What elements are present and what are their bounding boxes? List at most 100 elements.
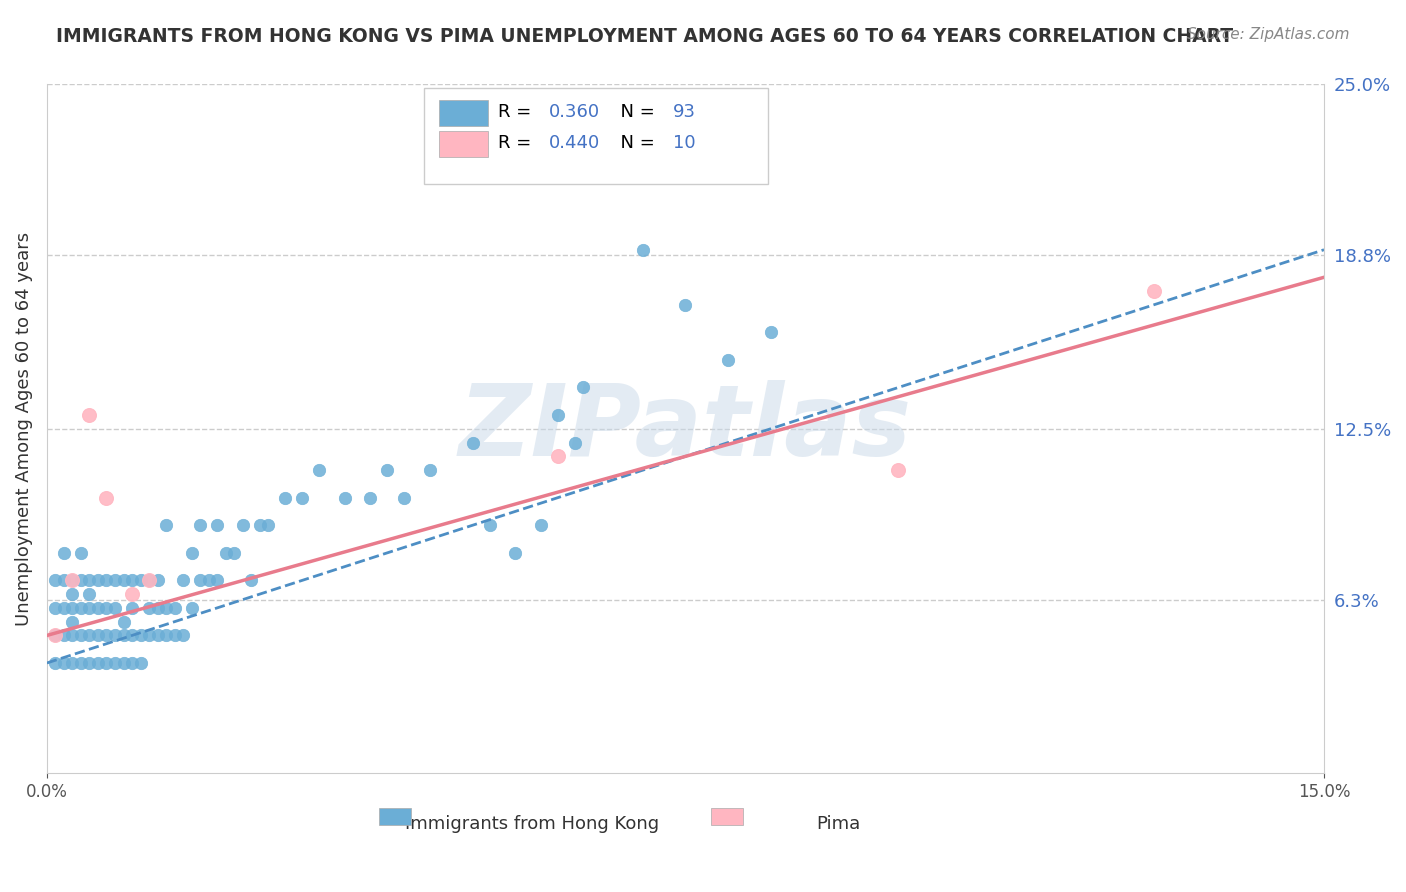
Point [44,628,66,642]
Point [146,574,169,588]
Text: ZIPatlas: ZIPatlas [458,380,912,477]
Point [70,656,93,670]
Point [146,628,169,642]
Point [759,326,782,340]
Point [394,491,416,505]
Point [274,491,297,505]
Point [291,491,314,505]
FancyBboxPatch shape [380,807,411,825]
Point [530,518,553,533]
Text: IMMIGRANTS FROM HONG KONG VS PIMA UNEMPLOYMENT AMONG AGES 60 TO 64 YEARS CORRELA: IMMIGRANTS FROM HONG KONG VS PIMA UNEMPL… [56,27,1233,45]
Point [44,628,66,642]
Point [1143,284,1166,298]
Point [44,600,66,615]
Point [224,546,246,560]
Point [62,615,84,629]
Text: 0.360: 0.360 [548,103,600,121]
Point [62,587,84,601]
Point [572,380,595,394]
Point [675,298,697,312]
Point [308,463,330,477]
Point [180,546,202,560]
Point [121,600,143,615]
Point [547,450,569,464]
FancyBboxPatch shape [711,807,742,825]
Point [52,574,75,588]
Text: R =: R = [498,103,537,121]
Point [887,463,910,477]
Point [240,574,263,588]
Point [138,574,160,588]
Point [172,628,194,642]
Point [79,574,101,588]
Point [197,574,219,588]
Point [163,628,186,642]
Point [232,518,254,533]
Point [155,518,177,533]
Point [52,656,75,670]
Point [62,628,84,642]
Text: N =: N = [609,103,661,121]
Point [129,628,152,642]
Text: Immigrants from Hong Kong: Immigrants from Hong Kong [405,814,659,832]
Point [79,656,101,670]
Point [121,587,143,601]
Point [112,656,135,670]
Point [121,628,143,642]
Point [44,574,66,588]
Point [564,435,586,450]
Point [104,656,127,670]
Point [52,628,75,642]
Point [121,574,143,588]
Point [112,574,135,588]
Point [155,600,177,615]
Point [79,628,101,642]
FancyBboxPatch shape [439,100,488,126]
Point [163,600,186,615]
Point [96,600,118,615]
Point [104,628,127,642]
Point [96,574,118,588]
FancyBboxPatch shape [439,130,488,157]
Point [70,600,93,615]
Point [188,518,211,533]
Point [62,600,84,615]
Point [172,574,194,588]
Point [249,518,271,533]
Point [155,628,177,642]
Point [62,574,84,588]
Point [96,628,118,642]
Point [163,0,186,9]
Point [112,615,135,629]
Point [180,600,202,615]
Point [129,574,152,588]
Point [359,491,381,505]
Point [146,600,169,615]
Point [52,546,75,560]
Point [79,587,101,601]
Point [138,600,160,615]
Point [112,628,135,642]
Text: N =: N = [609,134,661,152]
Point [52,600,75,615]
Point [547,408,569,422]
Point [188,574,211,588]
Point [478,518,501,533]
Point [70,628,93,642]
Text: Pima: Pima [817,814,860,832]
Point [129,656,152,670]
FancyBboxPatch shape [423,88,769,185]
Point [104,574,127,588]
Point [631,243,654,257]
Point [104,600,127,615]
Point [503,546,526,560]
Text: R =: R = [449,102,488,120]
Text: 0.440: 0.440 [548,134,600,152]
Point [87,600,110,615]
Point [96,656,118,670]
Point [44,656,66,670]
Point [572,160,595,174]
Point [215,546,238,560]
Point [121,656,143,670]
Point [461,435,484,450]
